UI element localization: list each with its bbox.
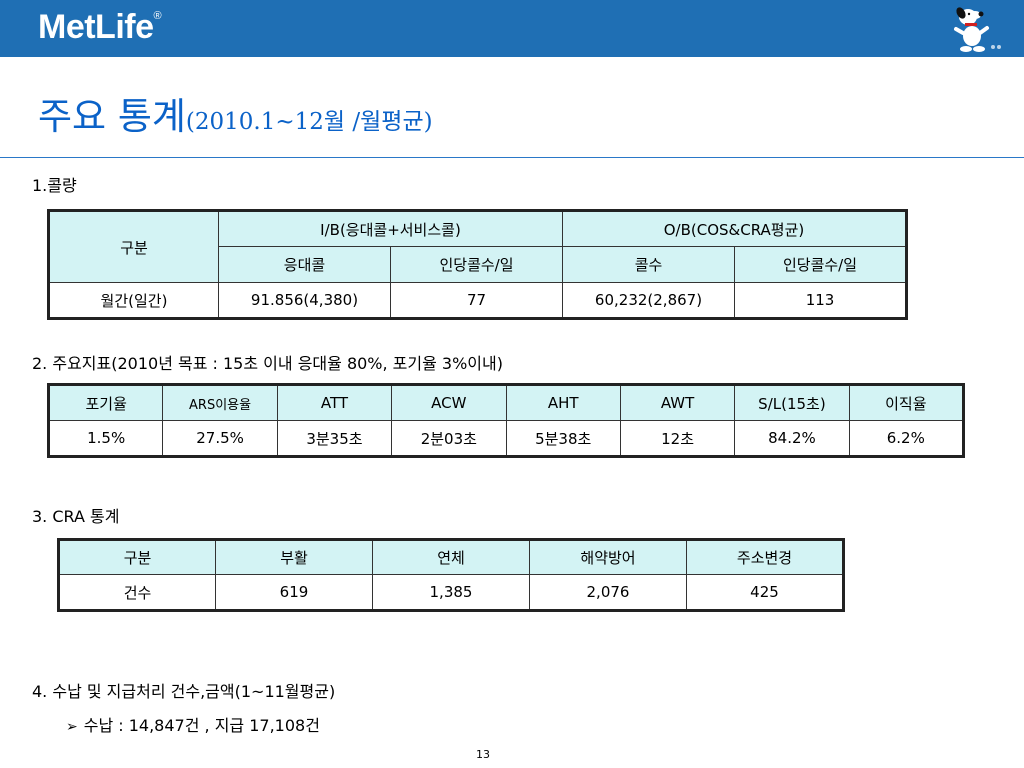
header-cell: 해약방어	[529, 539, 687, 575]
metlife-logo: MetLife®	[38, 8, 162, 47]
header-cell: ATT	[276, 384, 393, 421]
header-cell: 연체	[372, 539, 530, 575]
table-cell: 2분03초	[391, 420, 507, 457]
key-indicators-table: 포기율 ARS이용율 ATT ACW AHT AWT S/L(15초) 이직율 …	[47, 383, 965, 458]
table-cell: 12초	[619, 420, 736, 457]
header-cell: 구분	[48, 210, 219, 283]
page-number: 13	[476, 748, 490, 761]
header-cell: S/L(15초)	[734, 384, 850, 421]
header-cell: ARS이용율	[162, 384, 278, 421]
table-cell: 2,076	[529, 574, 687, 611]
table-cell: 91.856(4,380)	[218, 282, 391, 319]
table-cell: 1,385	[372, 574, 530, 611]
header-cell: 주소변경	[686, 539, 844, 575]
payment-summary: ➢ 수납 : 14,847건 , 지급 17,108건	[66, 712, 320, 736]
table-cell: 3분35초	[276, 420, 393, 457]
table-row: 포기율 ARS이용율 ATT ACW AHT AWT S/L(15초) 이직율	[47, 384, 965, 421]
table-cell: 월간(일간)	[48, 282, 219, 319]
header-cell: ACW	[391, 384, 507, 421]
section1-heading: 1.콜량	[32, 176, 77, 195]
section4-heading: 4. 수납 및 지급처리 건수,금액(1~11월평균)	[32, 682, 336, 701]
call-volume-table: 구분 I/B(응대콜+서비스콜) O/B(COS&CRA평균) 응대콜 인당콜수…	[47, 209, 909, 320]
page-title-sub: (2010.1~12월 /월평균)	[185, 109, 433, 135]
page-title-main: 주요 통계	[38, 95, 186, 138]
table-cell: 619	[215, 574, 373, 611]
header-cell: O/B(COS&CRA평균)	[561, 210, 908, 247]
header-cell: 콜수	[562, 246, 735, 283]
table-row: 구분 I/B(응대콜+서비스콜) O/B(COS&CRA평균)	[48, 210, 908, 283]
title-divider	[0, 157, 1024, 158]
cra-stats-table: 구분 부활 연체 해약방어 주소변경 건수 619 1,385 2,076 42…	[57, 538, 845, 612]
table-cell: 5분38초	[505, 420, 621, 457]
registered-mark: ®	[153, 10, 162, 22]
logo-text: MetLife	[38, 8, 154, 46]
header-cell: AHT	[505, 384, 621, 421]
header-cell: I/B(응대콜+서비스콜)	[218, 210, 563, 247]
header-cell: 인당콜수/일	[390, 246, 563, 283]
table-row: 구분 부활 연체 해약방어 주소변경	[58, 539, 844, 575]
table-cell: 1.5%	[47, 420, 164, 457]
table-cell: 113	[733, 282, 908, 319]
page-title: 주요 통계(2010.1~12월 /월평균)	[38, 86, 433, 140]
header-cell: 구분	[58, 539, 216, 575]
section3-heading: 3. CRA 통계	[32, 507, 120, 526]
arrow-bullet-icon: ➢	[66, 719, 78, 735]
table-cell: 27.5%	[162, 420, 278, 457]
table-cell: 425	[686, 574, 844, 611]
snoopy-mascot-icon	[948, 3, 1012, 55]
header-bar: MetLife®	[0, 0, 1024, 57]
header-cell: 응대콜	[218, 246, 391, 283]
header-cell: 이직율	[848, 384, 965, 421]
header-cell: 인당콜수/일	[733, 246, 908, 283]
table-row: 월간(일간) 91.856(4,380) 77 60,232(2,867) 11…	[48, 282, 908, 319]
table-cell: 84.2%	[734, 420, 850, 457]
table-cell: 60,232(2,867)	[562, 282, 735, 319]
header-cell: AWT	[619, 384, 736, 421]
table-row: 1.5% 27.5% 3분35초 2분03초 5분38초 12초 84.2% 6…	[47, 420, 965, 457]
header-cell: 포기율	[47, 384, 164, 421]
header-cell: 부활	[215, 539, 373, 575]
table-row: 응대콜 인당콜수/일 콜수 인당콜수/일	[49, 246, 908, 283]
table-row: 건수 619 1,385 2,076 425	[58, 574, 844, 611]
payment-summary-text: 수납 : 14,847건 , 지급 17,108건	[83, 716, 320, 735]
table-cell: 건수	[58, 574, 216, 611]
table-cell: 77	[390, 282, 563, 319]
table-cell: 6.2%	[848, 420, 965, 457]
section2-heading: 2. 주요지표(2010년 목표 : 15초 이내 응대율 80%, 포기율 3…	[32, 354, 503, 373]
